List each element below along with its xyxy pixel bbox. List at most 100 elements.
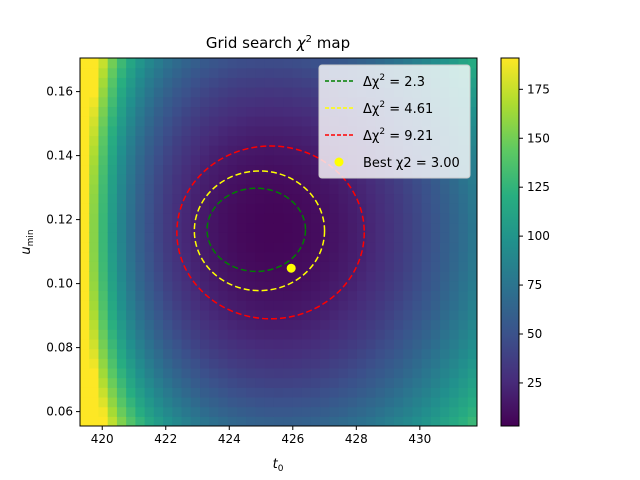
heatmap-cell (403, 251, 413, 262)
heatmap-cell (329, 212, 340, 224)
heatmap-cell (255, 222, 266, 233)
heatmap-cell (449, 300, 460, 311)
heatmap-cell (135, 96, 146, 108)
heatmap-cell (181, 232, 192, 243)
heatmap-cell (190, 164, 201, 175)
heatmap-cell (458, 271, 469, 282)
heatmap-cell (338, 300, 349, 311)
heatmap-cell (209, 116, 220, 127)
heatmap-cell (200, 367, 210, 379)
heatmap-cell (384, 222, 395, 233)
colorbar-tick-label: 125 (527, 180, 550, 194)
heatmap-cell (458, 232, 469, 243)
heatmap-cell (107, 135, 118, 146)
heatmap-cell (218, 329, 229, 340)
heatmap-cell (255, 203, 266, 214)
y-tick-label: 0.16 (46, 85, 73, 99)
heatmap-cell (98, 300, 109, 311)
heatmap-cell (366, 261, 377, 272)
heatmap-cell (449, 406, 460, 417)
heatmap-cell (310, 135, 321, 146)
heatmap-cell (264, 329, 275, 340)
heatmap-cell (153, 183, 164, 195)
heatmap-cell (153, 338, 164, 350)
heatmap-cell (366, 183, 377, 195)
heatmap-cell (421, 396, 432, 408)
heatmap-cell (366, 358, 377, 369)
heatmap-cell (440, 367, 450, 379)
heatmap-cell (292, 348, 303, 359)
heatmap-cell (181, 96, 192, 108)
heatmap-cell (80, 348, 90, 359)
heatmap-cell (283, 203, 293, 214)
heatmap-cell (467, 406, 477, 417)
heatmap-cell (310, 261, 321, 272)
heatmap-cell (200, 251, 210, 262)
heatmap-cell (467, 290, 477, 301)
heatmap-cell (246, 174, 257, 185)
heatmap-cell (301, 251, 312, 262)
colorbar-tick-label: 75 (527, 278, 542, 292)
heatmap-cell (375, 329, 386, 340)
heatmap-cell (153, 222, 164, 233)
heatmap-cell (356, 329, 367, 340)
heatmap-cell (116, 290, 127, 301)
heatmap-cell (467, 396, 477, 408)
heatmap-cell (458, 261, 469, 272)
heatmap-cell (172, 222, 183, 233)
heatmap-cell (338, 309, 349, 321)
heatmap-cell (467, 174, 477, 185)
colorbar-tick-label: 150 (527, 131, 550, 145)
heatmap-cell (246, 222, 257, 233)
heatmap-cell (80, 87, 90, 98)
heatmap-cell (209, 193, 220, 204)
heatmap-cell (218, 183, 229, 195)
heatmap-cell (236, 416, 247, 426)
heatmap-cell (283, 377, 293, 388)
heatmap-cell (163, 87, 173, 98)
heatmap-cell (440, 416, 450, 426)
heatmap-cell (218, 242, 229, 253)
y-tick-label: 0.06 (46, 405, 73, 419)
heatmap-cell (329, 309, 340, 321)
heatmap-cell (200, 416, 210, 426)
heatmap-cell (292, 416, 303, 426)
heatmap-cell (200, 300, 210, 311)
heatmap-cell (320, 183, 330, 195)
heatmap-cell (356, 406, 367, 417)
heatmap-cell (264, 87, 275, 98)
heatmap-cell (366, 174, 377, 185)
heatmap-cell (375, 222, 386, 233)
heatmap-cell (384, 416, 395, 426)
heatmap-cell (126, 174, 136, 185)
heatmap-cell (135, 212, 146, 224)
heatmap-cell (89, 348, 100, 359)
heatmap-cell (227, 367, 238, 379)
heatmap-cell (430, 329, 441, 340)
heatmap-cell (347, 222, 358, 233)
heatmap-cell (255, 329, 266, 340)
heatmap-cell (89, 212, 100, 224)
heatmap-cell (80, 154, 90, 166)
heatmap-cell (116, 416, 127, 426)
heatmap-cell (209, 416, 220, 426)
heatmap-cell (301, 125, 312, 137)
heatmap-cell (236, 125, 247, 137)
heatmap-cell (273, 106, 284, 117)
heatmap-cell (292, 96, 303, 108)
heatmap-cell (264, 193, 275, 204)
heatmap-cell (403, 348, 413, 359)
heatmap-cell (283, 416, 293, 426)
legend-marker (334, 157, 344, 167)
heatmap-cell (356, 271, 367, 282)
heatmap-cell (255, 96, 266, 108)
heatmap-cell (412, 329, 423, 340)
heatmap-cell (338, 58, 349, 69)
heatmap-cell (144, 193, 155, 204)
legend-label: Best χ2 = 3.00 (363, 156, 460, 171)
heatmap-cell (356, 183, 367, 195)
heatmap-cell (356, 358, 367, 369)
heatmap-cell (80, 193, 90, 204)
heatmap-cell (98, 135, 109, 146)
heatmap-cell (98, 96, 109, 108)
